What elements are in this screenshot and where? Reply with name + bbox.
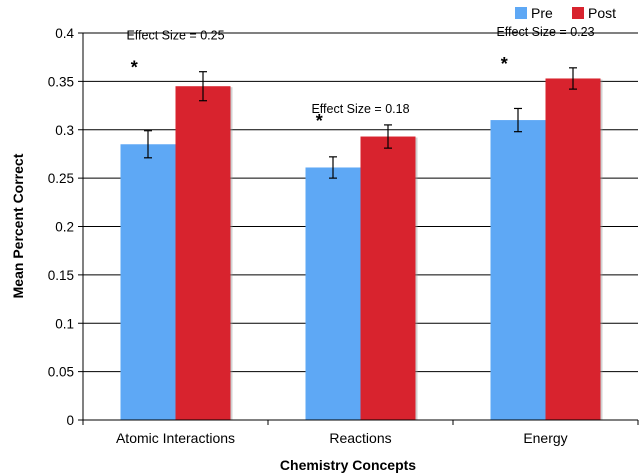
y-tick-label: 0.4 [55,26,74,41]
bar-post [360,136,416,420]
legend: Pre Post [515,5,616,21]
x-category-label: Atomic Interactions [116,430,235,446]
annotations: *Effect Size = 0.25*Effect Size = 0.18*E… [126,25,594,131]
x-category-labels: Atomic Interactions Reactions Energy [116,430,568,446]
legend-label-post: Post [588,5,616,21]
bars [120,78,603,421]
x-axis-title: Chemistry Concepts [280,457,416,473]
y-axis-title: Mean Percent Correct [10,153,26,298]
bar-post [175,86,231,421]
legend-label-pre: Pre [531,5,553,21]
y-tick-label: 0.15 [48,268,74,283]
x-category-label: Energy [523,430,567,446]
effect-size-label: Effect Size = 0.18 [311,102,409,116]
bar-post [545,78,601,420]
y-tick-label: 0.1 [55,316,74,331]
y-tick-label: 0.3 [55,123,74,138]
significance-marker: * [316,111,323,131]
legend-swatch-post [572,7,584,19]
significance-marker: * [501,54,508,74]
legend-swatch-pre [515,7,527,19]
axes [78,32,639,425]
bar-pre [490,120,546,420]
y-tick-label: 0.05 [48,365,74,380]
effect-size-label: Effect Size = 0.25 [126,29,224,43]
significance-marker: * [131,58,138,78]
y-tick-labels: 0 0.05 0.1 0.15 0.2 0.25 0.3 0.35 0.4 [48,26,75,428]
x-category-label: Reactions [329,430,391,446]
bar-pre [120,144,176,420]
y-tick-label: 0.25 [48,171,74,186]
y-tick-label: 0.35 [48,74,74,89]
error-bars [144,67,577,179]
y-tick-label: 0 [66,413,74,428]
effect-size-label: Effect Size = 0.23 [496,25,594,39]
bar-pre [305,167,361,420]
y-tick-label: 0.2 [55,220,74,235]
